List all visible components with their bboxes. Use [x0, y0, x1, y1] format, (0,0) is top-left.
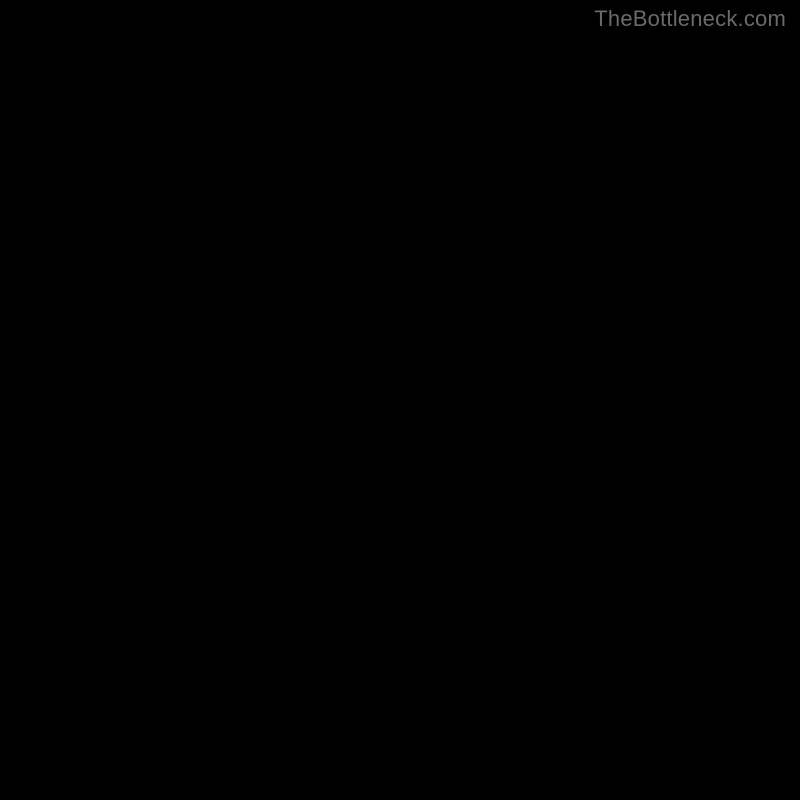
- watermark-text: TheBottleneck.com: [594, 6, 786, 32]
- heatmap-canvas: [40, 40, 760, 760]
- plot-area: [40, 40, 760, 760]
